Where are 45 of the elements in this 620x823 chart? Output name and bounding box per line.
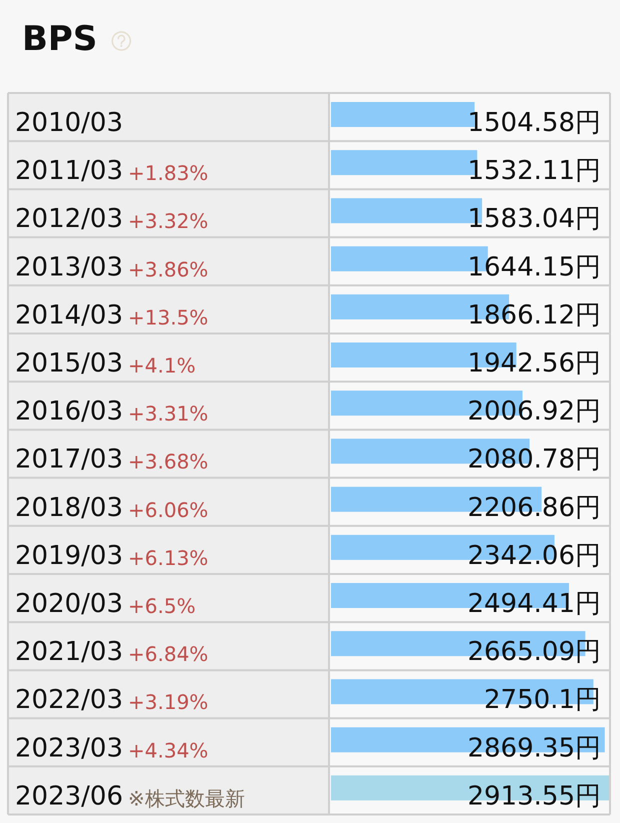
data-label: 1583.04円 (467, 204, 601, 234)
data-label: 2080.78円 (467, 444, 601, 475)
y-tick-label: 2016/03 (15, 396, 124, 427)
text: +6.13% (128, 546, 208, 570)
text: +6.84% (128, 642, 208, 666)
data-label: 1866.12円 (467, 300, 601, 330)
text: +6.5% (128, 594, 196, 618)
y-tick-label: 2019/03 (15, 540, 124, 571)
text: +1.83% (128, 161, 208, 186)
y-tick-label: 2020/03 (15, 589, 124, 619)
text: +6.06% (128, 498, 208, 522)
text: +13.5% (128, 305, 208, 330)
y-tick-label: 2013/03 (15, 252, 124, 282)
text: +4.1% (128, 354, 196, 378)
y-tick-label: 2021/03 (15, 637, 124, 668)
data-label: 2206.86円 (467, 492, 601, 523)
data-label: 2665.09円 (467, 637, 601, 668)
data-label: 1504.58円 (467, 108, 601, 138)
data-label: 1532.11円 (467, 156, 601, 186)
data-label: 2869.35円 (467, 733, 601, 764)
text: +3.68% (128, 450, 208, 474)
data-label: 2494.41円 (467, 589, 601, 619)
y-tick-label: 2023/03 (15, 733, 124, 764)
text: +3.86% (128, 257, 208, 282)
y-tick-label: 2023/06 (15, 781, 124, 812)
y-tick-label: 2017/03 (15, 444, 124, 475)
text: +3.31% (128, 402, 208, 426)
text: ※株式数最新 (128, 786, 245, 810)
data-label: 1644.15円 (467, 252, 601, 282)
data-label: 2750.1円 (484, 685, 601, 716)
text: +3.19% (128, 690, 208, 714)
y-tick-label: 2012/03 (15, 204, 124, 234)
y-tick-label: 2010/03 (15, 108, 124, 138)
data-label: 1942.56円 (467, 348, 601, 378)
text: +4.34% (128, 738, 208, 762)
data-label: 2913.55円 (467, 781, 601, 812)
data-label: 2006.92円 (467, 396, 601, 427)
data-label: 2342.06円 (467, 540, 601, 571)
y-tick-label: 2022/03 (15, 685, 124, 716)
text: +3.32% (128, 209, 208, 234)
y-tick-label: 2015/03 (15, 348, 124, 378)
y-tick-label: 2011/03 (15, 156, 124, 186)
chart-title: BPS (22, 19, 98, 59)
y-tick-label: 2018/03 (15, 492, 124, 523)
y-tick-label: 2014/03 (15, 300, 124, 330)
